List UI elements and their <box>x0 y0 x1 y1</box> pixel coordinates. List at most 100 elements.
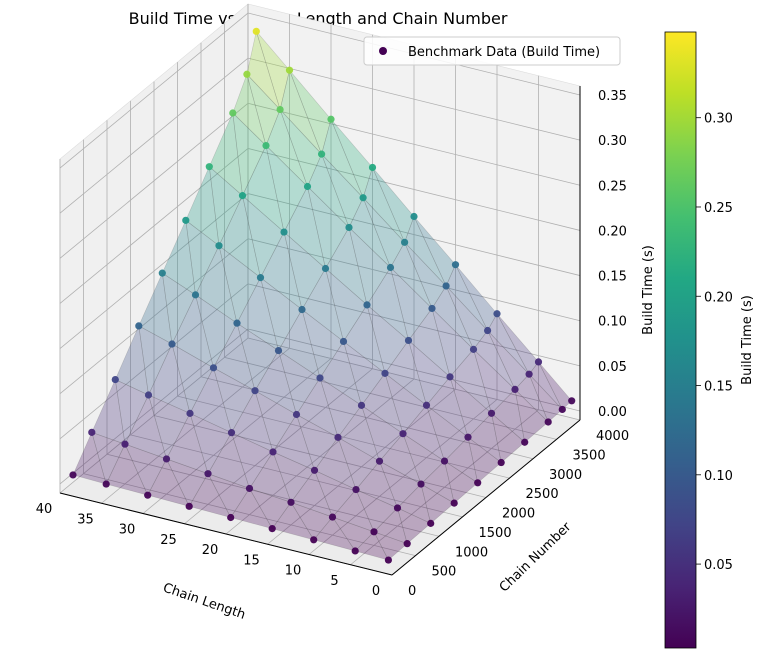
colorbar-label: Build Time (s) <box>740 295 755 385</box>
surface-facet <box>279 109 322 188</box>
z-axis-label: Build Time (s) <box>641 245 656 335</box>
surface-facet <box>379 433 422 485</box>
scatter-points <box>69 27 576 564</box>
data-point <box>427 519 435 527</box>
data-point <box>404 336 413 345</box>
y-tick-label: 2500 <box>526 487 559 502</box>
surface-facet <box>72 431 107 485</box>
data-point <box>357 401 366 409</box>
surface-facet <box>189 412 232 475</box>
surface-facet <box>161 272 196 346</box>
wall-grid-z <box>247 328 581 412</box>
surface-facet <box>361 372 404 435</box>
z-tick-label: 0.35 <box>598 89 627 104</box>
surface-facet <box>455 264 498 332</box>
data-point <box>88 428 96 436</box>
surface-facet <box>444 436 479 484</box>
data-point <box>375 457 384 465</box>
surface-facet <box>528 373 563 423</box>
surface-facet <box>91 378 126 445</box>
data-point <box>493 310 501 318</box>
legend-box <box>363 36 621 66</box>
surface-facet <box>306 185 350 270</box>
surface-facet <box>165 458 209 507</box>
surface-facet <box>378 460 422 509</box>
wall-grid-z <box>59 328 249 485</box>
surface-facet <box>372 167 415 244</box>
colorbar-tick-label: 0.10 <box>704 469 733 484</box>
data-point <box>327 115 335 123</box>
surface-facet <box>283 185 326 270</box>
data-point <box>310 466 319 474</box>
surface-facet <box>348 226 391 306</box>
surface-facet <box>185 219 220 296</box>
data-point <box>422 401 431 409</box>
data-point <box>464 433 472 441</box>
y-tick-label: 1500 <box>479 526 512 541</box>
surface-facet <box>514 373 549 423</box>
surface-facet <box>277 349 321 416</box>
data-point <box>182 216 190 224</box>
z-tick-label: 0.05 <box>598 360 627 375</box>
surface-facet <box>283 231 326 311</box>
surface-facet <box>289 70 332 156</box>
surface-facet <box>207 431 250 489</box>
surface-facet <box>279 69 322 155</box>
surface-facet <box>213 367 256 434</box>
surface-facet <box>148 343 191 414</box>
surface-facet <box>444 460 479 504</box>
data-point <box>204 470 212 478</box>
data-point <box>102 480 110 488</box>
surface-facet <box>231 389 274 453</box>
surface-facet <box>321 153 364 229</box>
surface-facet <box>514 388 549 443</box>
data-point <box>568 397 576 405</box>
data-point <box>359 194 367 202</box>
wall-grid-z <box>59 238 249 395</box>
data-point <box>511 385 519 394</box>
surface-facet <box>260 276 303 352</box>
surface-facet <box>496 313 539 375</box>
data-point <box>469 345 478 353</box>
surface-facet <box>232 73 267 147</box>
data-point <box>243 70 251 78</box>
x-tick-label: 20 <box>202 543 219 558</box>
surface-facet <box>354 531 389 561</box>
y-tick-label: 0 <box>408 584 416 599</box>
surface-facet <box>362 166 405 243</box>
surface-facet <box>390 241 433 309</box>
data-point <box>227 513 235 522</box>
data-point <box>487 409 496 417</box>
surface-facet <box>161 219 196 296</box>
surface-facet <box>148 394 191 460</box>
data-point <box>442 282 450 290</box>
x-tick-label: 5 <box>330 574 338 589</box>
surface-facet <box>420 483 455 524</box>
surface-facet <box>538 361 573 410</box>
data-point <box>310 536 318 544</box>
data-point <box>276 105 284 114</box>
wall-grid-z <box>247 193 581 276</box>
y-tick-label: 3500 <box>573 448 606 463</box>
colorbar-ticks: 0.05 0.10 0.15 0.20 0.25 0.30 <box>696 112 733 573</box>
surface-facet <box>260 231 303 311</box>
surface-facet <box>360 404 404 462</box>
data-point <box>451 261 460 269</box>
x-tick-label: 25 <box>160 533 177 548</box>
surface-facet <box>402 432 445 485</box>
surface-facet <box>330 119 373 199</box>
x-tick-label: 0 <box>372 584 380 599</box>
data-point <box>205 163 213 171</box>
surface <box>72 30 573 561</box>
data-point <box>525 370 533 378</box>
surface-facet <box>213 322 256 392</box>
data-point <box>318 150 326 158</box>
z-tick-label: 0.00 <box>598 405 627 420</box>
surface-facet <box>242 144 285 233</box>
surface-facet <box>218 244 261 325</box>
floor-grid-y <box>153 415 487 498</box>
surface-facet <box>166 412 209 475</box>
surface-facet <box>313 469 357 518</box>
data-point <box>484 326 492 335</box>
wall-grid-z <box>247 102 581 186</box>
